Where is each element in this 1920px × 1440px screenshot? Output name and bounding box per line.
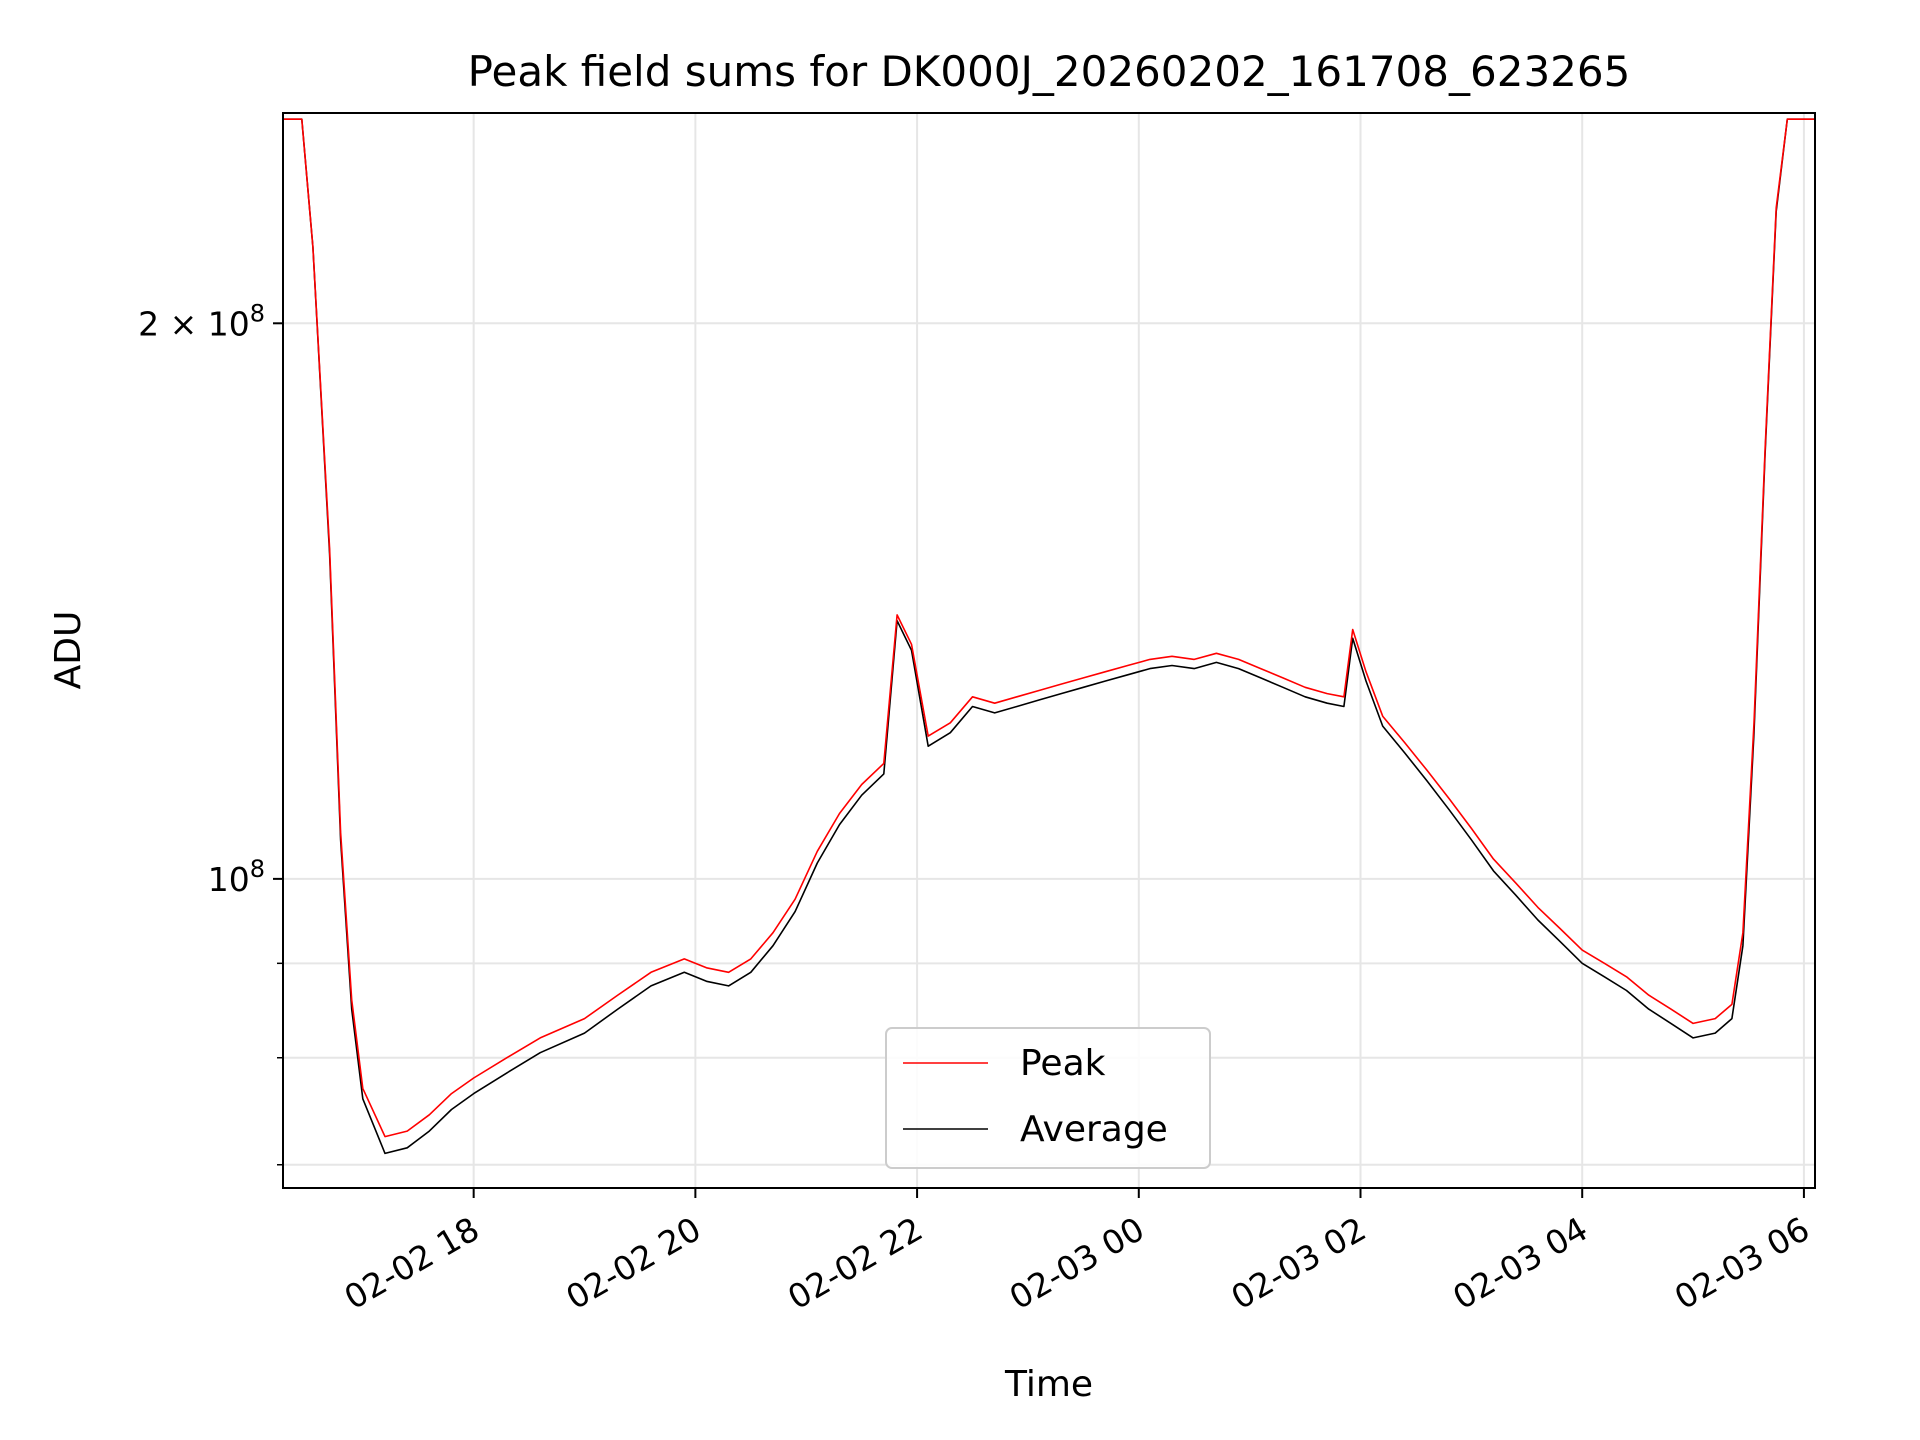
plot-frame bbox=[282, 112, 1816, 1189]
legend: Peak Average bbox=[885, 1027, 1211, 1169]
chart-title: Peak field sums for DK000J_20260202_1617… bbox=[468, 47, 1631, 96]
legend-label-peak: Peak bbox=[1020, 1043, 1106, 1084]
series-layer bbox=[283, 118, 1815, 1155]
series-line-average bbox=[283, 118, 1815, 1155]
y-axis-ticks: 108 2 × 108 bbox=[138, 299, 283, 1166]
x-axis-label: Time bbox=[1004, 1364, 1093, 1405]
series-line-peak bbox=[283, 118, 1815, 1138]
y-tick-label: 108 bbox=[208, 855, 265, 899]
grid bbox=[283, 113, 1815, 1188]
y-tick-label: 2 × 108 bbox=[138, 299, 265, 343]
legend-label-average: Average bbox=[1020, 1109, 1168, 1150]
y-axis-label: ADU bbox=[48, 611, 89, 690]
